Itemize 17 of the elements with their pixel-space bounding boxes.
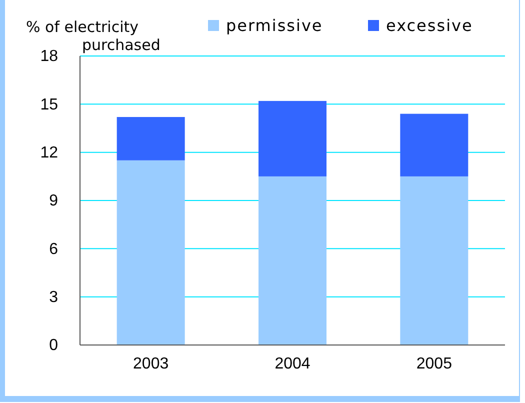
bar — [116, 117, 185, 160]
bar — [116, 160, 185, 345]
y-tick-label: 6 — [49, 240, 58, 258]
legend-label: excessive — [386, 16, 473, 35]
y-tick-label: 0 — [49, 337, 58, 354]
legend-label: permissive — [226, 16, 323, 35]
x-tick-label: 2005 — [416, 355, 452, 372]
bar — [258, 176, 326, 345]
x-tick-label: 2003 — [133, 355, 169, 372]
y-tick-label: 3 — [49, 288, 58, 306]
y-tick-label: 15 — [40, 96, 58, 114]
bar — [400, 114, 468, 176]
bar — [258, 100, 326, 176]
y-tick-label: 12 — [40, 144, 58, 162]
bar — [400, 176, 468, 345]
y-tick-label: 9 — [49, 192, 58, 210]
x-tick-label: 2004 — [274, 355, 310, 372]
